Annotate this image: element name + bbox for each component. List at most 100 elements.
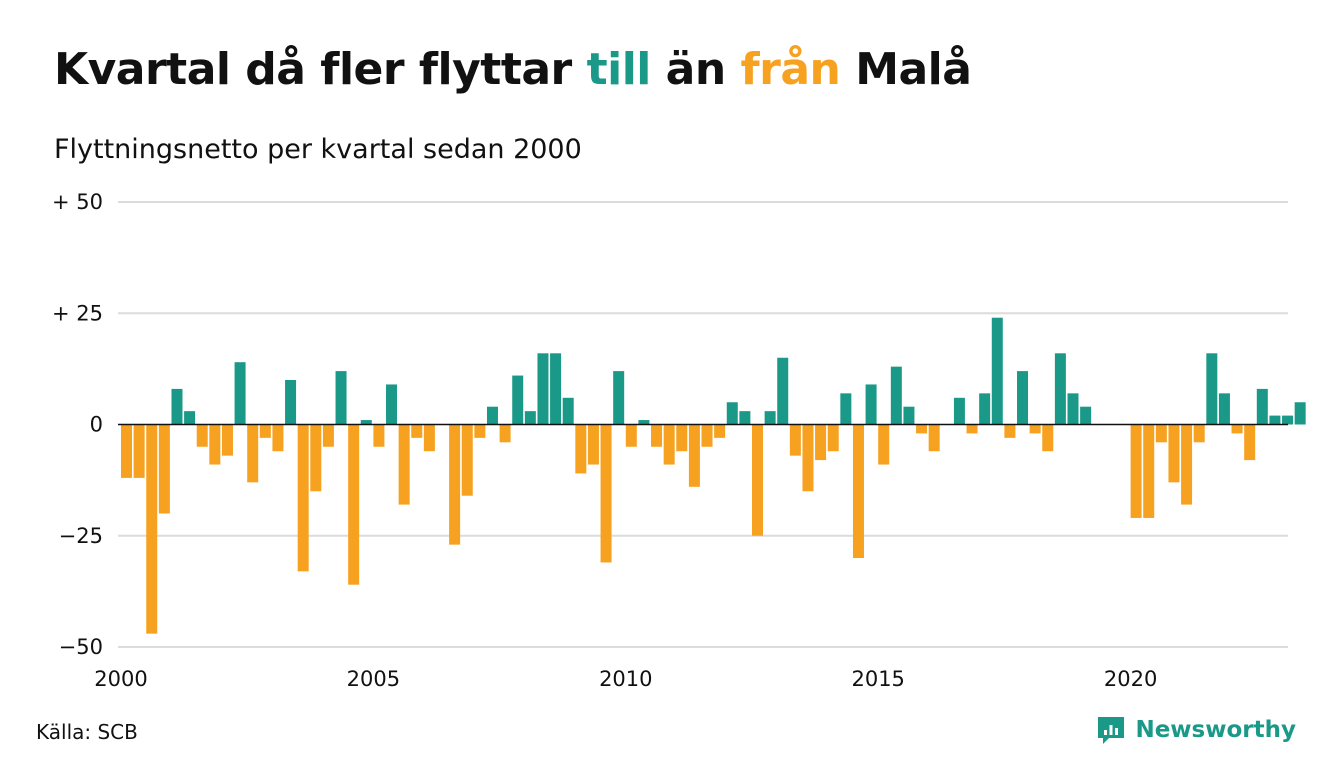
bar xyxy=(133,424,145,478)
bar xyxy=(373,424,385,447)
bar xyxy=(1206,353,1218,425)
title-part-2: än xyxy=(650,44,741,95)
bar xyxy=(272,424,284,452)
bar xyxy=(966,424,978,434)
bar xyxy=(1193,424,1205,443)
title-part-1: Kvartal då fler flyttar xyxy=(54,44,587,95)
bar xyxy=(386,384,398,425)
x-tick-label: 2005 xyxy=(347,667,400,691)
bar xyxy=(474,424,486,438)
bars xyxy=(121,317,1306,634)
bar xyxy=(953,397,965,425)
bar xyxy=(348,424,360,585)
bar xyxy=(562,397,574,425)
bar xyxy=(1294,402,1306,425)
bar xyxy=(184,411,196,425)
bar xyxy=(209,424,221,465)
bar xyxy=(714,424,726,438)
bar xyxy=(1042,424,1054,452)
bar xyxy=(613,371,625,425)
bar xyxy=(726,402,738,425)
x-tick-label: 2020 xyxy=(1104,667,1157,691)
bar xyxy=(587,424,599,465)
bar xyxy=(928,424,940,452)
bar xyxy=(789,424,801,456)
y-tick-label: 0 xyxy=(90,413,103,437)
bar xyxy=(1168,424,1180,483)
y-tick-label: −50 xyxy=(59,635,103,659)
bar xyxy=(449,424,461,545)
bar xyxy=(903,406,915,425)
bar-chart: + 50 + 25 0 −25 −50 2000 2005 2010 2015 2020 xyxy=(52,190,1306,691)
brand-name: Newsworthy xyxy=(1135,717,1296,743)
bar xyxy=(739,411,751,425)
bar xyxy=(1143,424,1155,518)
bar xyxy=(524,411,536,425)
bar xyxy=(121,424,132,478)
bar xyxy=(322,424,334,447)
bar xyxy=(1282,415,1294,425)
bar xyxy=(310,424,322,492)
y-tick-label: −25 xyxy=(59,524,103,548)
brand-logo[interactable]: Newsworthy xyxy=(1095,714,1296,746)
bar xyxy=(285,380,297,425)
bar xyxy=(1155,424,1167,443)
bar xyxy=(1231,424,1243,434)
bar xyxy=(1244,424,1256,461)
bar xyxy=(1130,424,1142,518)
bar xyxy=(651,424,663,447)
bar xyxy=(1218,393,1230,425)
title-part-3: Malå xyxy=(840,44,972,95)
bar xyxy=(1054,353,1066,425)
bar xyxy=(916,424,928,434)
x-tick-label: 2015 xyxy=(851,667,904,691)
bar xyxy=(802,424,814,492)
bar xyxy=(423,424,435,452)
bar xyxy=(625,424,637,447)
bar xyxy=(411,424,423,438)
bar xyxy=(890,366,902,425)
bar xyxy=(777,357,789,425)
x-tick-label: 2010 xyxy=(599,667,652,691)
bar xyxy=(764,411,776,425)
bar xyxy=(537,353,549,425)
bar xyxy=(852,424,864,558)
bar xyxy=(1029,424,1041,434)
bar xyxy=(827,424,839,452)
y-tick-label: + 50 xyxy=(52,190,103,214)
bar xyxy=(815,424,827,461)
bar xyxy=(979,393,991,425)
bar xyxy=(486,406,498,425)
bar xyxy=(752,424,763,536)
bar xyxy=(158,424,170,514)
bar xyxy=(398,424,410,505)
bar xyxy=(146,424,158,634)
x-axis-ticks: 2000 2005 2010 2015 2020 xyxy=(94,667,1157,691)
bar xyxy=(663,424,675,465)
y-axis-ticks: + 50 + 25 0 −25 −50 xyxy=(52,190,103,659)
bar xyxy=(865,384,877,425)
bar xyxy=(878,424,890,465)
bar xyxy=(1181,424,1193,505)
bar xyxy=(840,393,852,425)
bar xyxy=(676,424,688,452)
bar xyxy=(335,371,347,425)
bar xyxy=(1269,415,1281,425)
bar xyxy=(575,424,587,474)
bar xyxy=(360,420,372,425)
bar xyxy=(550,353,562,425)
bar xyxy=(638,420,650,425)
bar xyxy=(688,424,700,487)
bar xyxy=(297,424,309,572)
bar xyxy=(196,424,208,447)
bar xyxy=(1256,388,1268,425)
title-highlight-till: till xyxy=(586,44,652,95)
bar xyxy=(461,424,473,496)
bar xyxy=(991,317,1003,425)
bar xyxy=(1080,406,1092,425)
bar xyxy=(259,424,271,438)
newsworthy-logo-icon xyxy=(1098,717,1125,744)
bar xyxy=(247,424,259,483)
bar xyxy=(499,424,511,443)
x-tick-label: 2000 xyxy=(94,667,147,691)
